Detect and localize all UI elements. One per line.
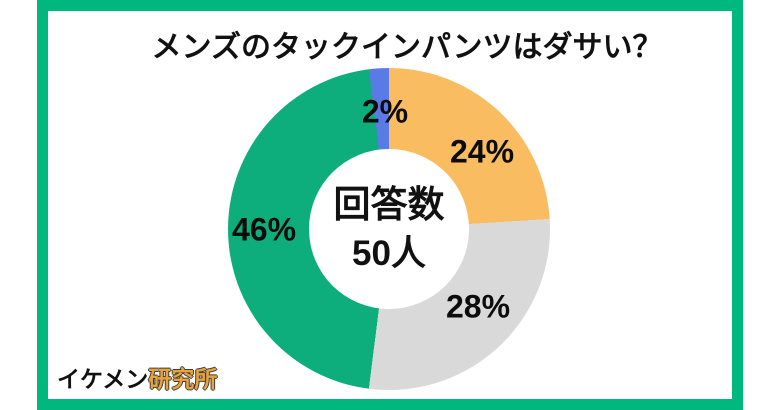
site-logo: イケメン研究所 xyxy=(57,364,217,394)
chart-title: メンズのタックインパンツはダサい？ xyxy=(151,31,663,64)
logo-text-black: イケメン xyxy=(57,366,149,392)
response-count-caption: 回答数 xyxy=(333,184,445,226)
slice-label-green-46pct: 46% xyxy=(231,211,297,248)
slice-label-blue-2pct: 2% xyxy=(361,93,409,130)
response-count-value: 50人 xyxy=(352,234,426,274)
donut-hole xyxy=(309,149,469,309)
donut-center-label: 回答数 50人 xyxy=(289,149,489,309)
slice-label-gray-28pct: 28% xyxy=(445,288,511,325)
logo-text-orange: 研究所 xyxy=(148,366,218,392)
slice-label-orange-24pct: 24% xyxy=(449,133,515,170)
